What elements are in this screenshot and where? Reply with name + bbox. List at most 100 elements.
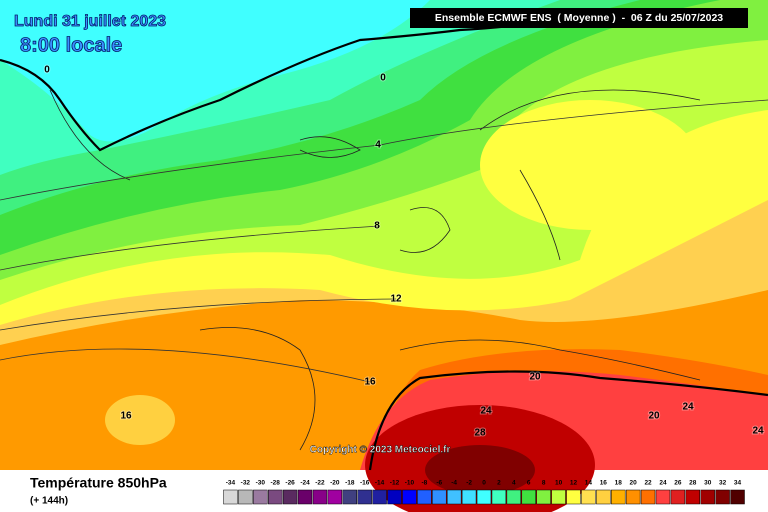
coastline	[49, 89, 701, 451]
legend-swatch	[625, 489, 641, 505]
legend-swatch	[267, 489, 283, 505]
legend-swatch	[297, 489, 313, 505]
legend-tick-label: 0	[482, 480, 486, 487]
legend-tick-label: -8	[421, 480, 427, 487]
contour-label: 0	[380, 73, 386, 84]
legend-tick-label: 6	[527, 480, 531, 487]
legend-tick-label: 8	[542, 480, 546, 487]
legend-swatch	[715, 489, 730, 505]
contour-label: 24	[752, 426, 764, 437]
contour-label: 0	[44, 65, 50, 76]
contour-label: 12	[390, 294, 402, 305]
legend-swatch	[640, 489, 656, 505]
copyright: Copyright © 2023 Meteociel.fr	[310, 445, 451, 456]
legend-swatch	[730, 489, 745, 505]
legend-title: Température 850hPa	[30, 475, 167, 491]
legend-tick-label: 2	[497, 480, 501, 487]
legend-swatch	[402, 489, 417, 505]
legend-swatch	[611, 489, 626, 505]
contour-label: 24	[480, 406, 492, 417]
legend-swatch	[253, 489, 268, 505]
legend-tick-label: -6	[436, 480, 442, 487]
legend-tick-label: -26	[285, 480, 295, 487]
legend-swatch	[342, 489, 357, 505]
legend-tick-label: 34	[734, 480, 742, 487]
legend-tick-label: -4	[451, 480, 457, 487]
legend-tick-label: -18	[345, 480, 355, 487]
legend-swatch	[685, 489, 701, 505]
contour-line	[0, 99, 768, 383]
contour-label: 16	[120, 411, 132, 422]
legend-tick-label: 28	[689, 480, 697, 487]
temp-band	[105, 395, 175, 445]
legend-swatch	[282, 489, 298, 505]
legend-swatch	[417, 489, 432, 505]
header-box	[410, 8, 748, 28]
legend-tick-label: 14	[585, 480, 593, 487]
legend-swatch	[312, 489, 328, 505]
legend-swatch	[670, 489, 686, 505]
contour-zero	[0, 18, 561, 152]
legend-swatch	[506, 489, 522, 505]
model-info: Ensemble ECMWF ENS ( Moyenne ) - 06 Z du…	[435, 12, 723, 24]
legend-swatch	[461, 489, 477, 505]
legend-swatch	[551, 489, 566, 505]
legend-swatch	[327, 489, 343, 505]
contour-twenty	[368, 370, 768, 471]
legend-tick-label: 32	[719, 480, 727, 487]
legend-tick-label: 22	[644, 480, 652, 487]
legend-tick-label: -14	[375, 480, 385, 487]
time-title: 8:00 locale	[20, 34, 122, 56]
legend-swatch	[357, 489, 372, 505]
legend-tick-label: 30	[704, 480, 712, 487]
legend-tick-label: -2	[466, 480, 472, 487]
legend-tick-label: 18	[615, 480, 623, 487]
temp-band	[0, 0, 430, 142]
legend-swatch	[655, 489, 671, 505]
temp-band	[480, 100, 700, 230]
legend-swatch	[581, 489, 596, 505]
contour-label: 28	[474, 428, 486, 439]
legend-tick-label: -16	[360, 480, 370, 487]
legend-tick-label: -12	[390, 480, 400, 487]
temp-band	[425, 445, 535, 495]
legend-tick-label: -20	[330, 480, 340, 487]
legend-swatch	[700, 489, 715, 505]
legend-tick-label: -22	[315, 480, 325, 487]
contour-label: 20	[529, 372, 541, 383]
legend-tick-label: -10	[405, 480, 415, 487]
legend-tick-label: -28	[270, 480, 280, 487]
legend-swatch	[238, 489, 253, 505]
legend-tick-label: -32	[241, 480, 251, 487]
legend-swatch	[536, 489, 551, 505]
legend-tick-label: 20	[630, 480, 638, 487]
legend-swatch	[566, 489, 581, 505]
legend-tick-label: 26	[674, 480, 682, 487]
contour-label: 20	[648, 411, 660, 422]
contour-label: 16	[364, 377, 376, 388]
legend-swatch	[387, 489, 402, 505]
contour-label: 24	[682, 402, 694, 413]
legend-tick-label: 4	[512, 480, 516, 487]
legend-swatch	[476, 489, 492, 505]
date-title: Lundi 31 juillet 2023	[14, 13, 166, 30]
legend-swatch	[521, 489, 536, 505]
legend-tick-label: -34	[226, 480, 236, 487]
legend-swatch	[596, 489, 611, 505]
legend-tick-label: 16	[600, 480, 608, 487]
legend-swatch	[223, 489, 238, 505]
legend-tick-label: -24	[300, 480, 310, 487]
lead-time: (+ 144h)	[30, 496, 68, 507]
legend-swatch	[372, 489, 387, 505]
legend-swatch	[491, 489, 507, 505]
legend-tick-label: 24	[659, 480, 667, 487]
contour-label: 8	[374, 221, 380, 232]
legend: Température 850hPa (+ 144h) -34 -32 -30 -28…	[30, 475, 745, 507]
legend-tick-label: 12	[570, 480, 578, 487]
legend-swatch	[446, 489, 462, 505]
contour-label: 4	[375, 140, 381, 151]
legend-swatch	[432, 489, 447, 505]
legend-tick-label: 10	[555, 480, 563, 487]
